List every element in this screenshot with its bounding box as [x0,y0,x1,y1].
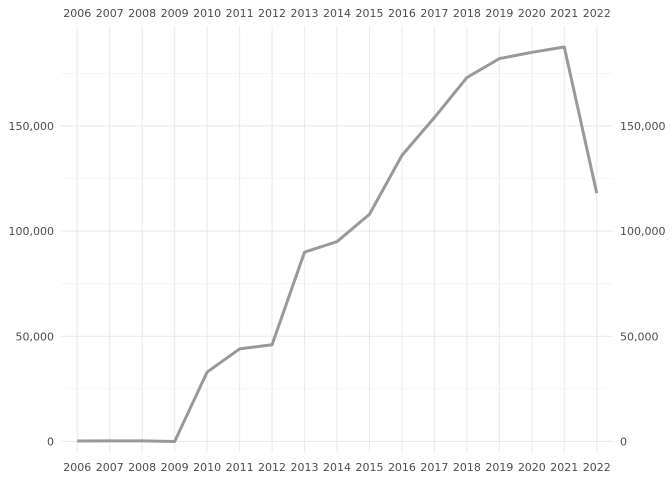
x-tick-label-top: 2019 [485,7,513,20]
x-tick-label-top: 2013 [291,7,319,20]
y-tick-label-right: 50,000 [620,330,659,343]
x-tick-label-top: 2012 [258,7,286,20]
y-axis-left-ticks: 0 50,000 100,000 150,000 [9,120,55,449]
x-tick-label-bottom: 2012 [258,461,286,474]
x-tick-label-bottom: 2016 [388,461,416,474]
x-tick-label-top: 2015 [355,7,383,20]
x-tick-label-top: 2016 [388,7,416,20]
x-tick-label-bottom: 2020 [518,461,546,474]
x-tick-label-bottom: 2019 [485,461,513,474]
y-tick-label-left: 100,000 [9,225,55,238]
x-tick-label-bottom: 2007 [96,461,124,474]
x-tick-label-top: 2009 [161,7,189,20]
x-tick-label-top: 2021 [550,7,578,20]
x-tick-label-bottom: 2017 [420,461,448,474]
y-tick-label-right: 150,000 [620,120,666,133]
y-tick-label-right: 0 [620,435,627,448]
x-tick-label-bottom: 2010 [193,461,221,474]
x-tick-label-bottom: 2021 [550,461,578,474]
x-tick-label-top: 2008 [128,7,156,20]
x-tick-label-bottom: 2022 [583,461,611,474]
x-tick-label-top: 2022 [583,7,611,20]
series-line-0 [77,45,599,443]
y-tick-label-left: 0 [47,435,54,448]
x-tick-label-top: 2017 [420,7,448,20]
x-tick-label-top: 2014 [323,7,351,20]
x-tick-label-bottom: 2008 [128,461,156,474]
x-tick-label-top: 2007 [96,7,124,20]
grid [61,26,613,452]
x-tick-label-top: 2006 [63,7,91,20]
x-tick-label-top: 2020 [518,7,546,20]
x-tick-label-bottom: 2015 [355,461,383,474]
x-axis-bottom-ticks: 2006 2007 2008 2009 2010 2011 2012 2013 2014 2015… [63,461,611,474]
x-tick-label-top: 2018 [453,7,481,20]
x-tick-label-bottom: 2009 [161,461,189,474]
y-tick-label-left: 50,000 [16,330,55,343]
x-tick-label-bottom: 2013 [291,461,319,474]
x-tick-label-top: 2011 [226,7,254,20]
x-axis-top-ticks: 2006 2007 2008 2009 2010 2011 2012 2013 2014 2015… [63,7,611,20]
y-tick-label-right: 100,000 [620,225,666,238]
x-tick-label-bottom: 2006 [63,461,91,474]
x-tick-label-bottom: 2018 [453,461,481,474]
y-axis-right-ticks: 0 50,000 100,000 150,000 [620,120,666,449]
y-tick-label-left: 150,000 [9,120,55,133]
x-tick-label-top: 2010 [193,7,221,20]
series-layer [77,45,599,443]
x-tick-label-bottom: 2011 [226,461,254,474]
x-tick-label-bottom: 2014 [323,461,351,474]
